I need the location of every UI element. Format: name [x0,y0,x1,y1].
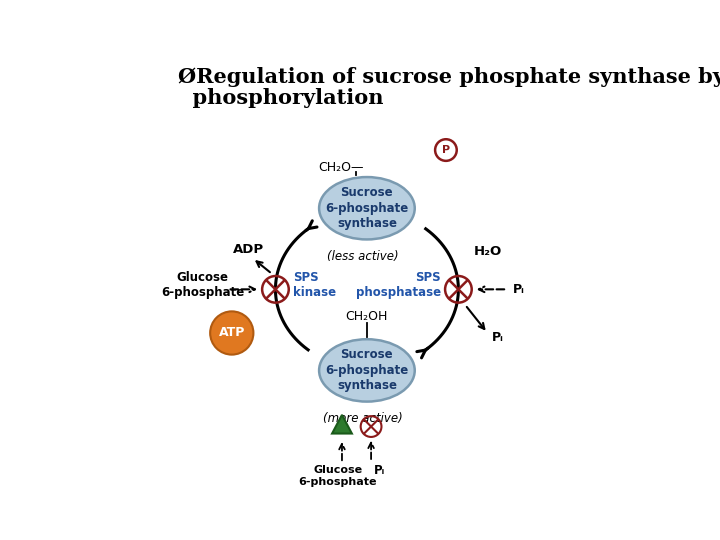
Circle shape [210,312,253,355]
Text: Pᵢ: Pᵢ [513,283,525,296]
Ellipse shape [319,177,415,239]
Circle shape [435,139,456,161]
Text: CH₂OH: CH₂OH [346,310,388,323]
Text: ADP: ADP [233,244,264,256]
Polygon shape [332,415,352,434]
Ellipse shape [319,339,415,402]
Text: CH₂O—: CH₂O— [318,161,364,174]
Text: Pᵢ: Pᵢ [374,464,385,477]
Text: Glucose
6-phosphate: Glucose 6-phosphate [299,465,377,487]
Text: phosphorylation: phosphorylation [178,87,383,107]
Text: H₂O: H₂O [473,245,502,259]
Text: Glucose
6-phosphate: Glucose 6-phosphate [161,271,244,299]
Text: Sucrose
6-phosphate
synthase: Sucrose 6-phosphate synthase [325,348,408,393]
Text: (less active): (less active) [327,250,399,263]
Text: Sucrose
6-phosphate
synthase: Sucrose 6-phosphate synthase [325,186,408,230]
Text: ATP: ATP [219,327,245,340]
Text: SPS
phosphatase: SPS phosphatase [356,271,441,299]
Text: SPS
kinase: SPS kinase [293,271,336,299]
Text: ØRegulation of sucrose phosphate synthase by: ØRegulation of sucrose phosphate synthas… [178,67,720,87]
Text: P: P [442,145,450,155]
Text: (more active): (more active) [323,412,402,425]
Text: Pᵢ: Pᵢ [492,330,503,343]
